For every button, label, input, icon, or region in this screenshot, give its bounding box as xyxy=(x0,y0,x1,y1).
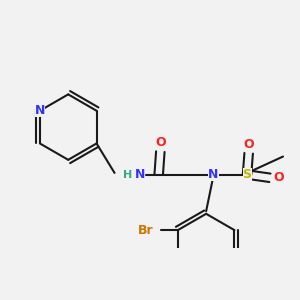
Text: Br: Br xyxy=(138,224,154,237)
Text: S: S xyxy=(242,168,251,181)
Text: N: N xyxy=(134,168,145,181)
Text: O: O xyxy=(155,136,166,149)
Text: O: O xyxy=(274,171,284,184)
Text: N: N xyxy=(35,104,45,117)
Text: N: N xyxy=(208,168,218,181)
Text: H: H xyxy=(123,169,132,179)
Text: O: O xyxy=(243,138,254,151)
